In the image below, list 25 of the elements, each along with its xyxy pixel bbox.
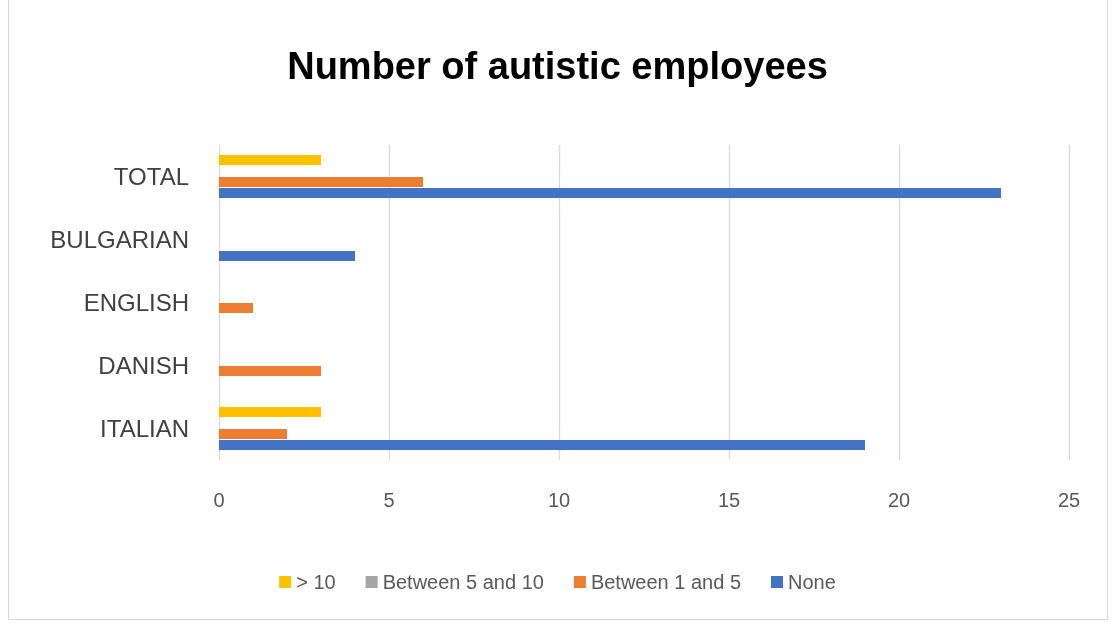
- x-tick-label: 10: [547, 489, 571, 511]
- bar: [219, 251, 355, 261]
- legend-label: > 10: [296, 571, 336, 593]
- bar: [219, 429, 287, 439]
- legend-label: Between 1 and 5: [590, 571, 742, 593]
- legend-label: Between 5 and 10: [382, 571, 544, 593]
- x-tick-label: 20: [887, 489, 911, 511]
- bar: [219, 155, 321, 165]
- x-tick-label: 15: [717, 489, 741, 511]
- x-tick-label: 5: [383, 489, 395, 511]
- y-tick-label: ENGLISH: [83, 289, 189, 316]
- y-tick-label: DANISH: [98, 352, 189, 379]
- legend-label: None: [788, 571, 836, 593]
- bar: [219, 177, 423, 187]
- y-tick-label: BULGARIAN: [50, 226, 189, 253]
- y-tick-label: ITALIAN: [100, 415, 189, 442]
- bar: [219, 366, 321, 376]
- bar: [219, 407, 321, 417]
- x-tick-label: 0: [213, 489, 225, 511]
- bar: [219, 303, 253, 313]
- x-tick-label: 25: [1057, 489, 1081, 511]
- chart-title: Number of autistic employees: [287, 45, 828, 87]
- bar: [219, 440, 865, 450]
- bar: [219, 188, 1001, 198]
- y-tick-label: TOTAL: [113, 163, 189, 190]
